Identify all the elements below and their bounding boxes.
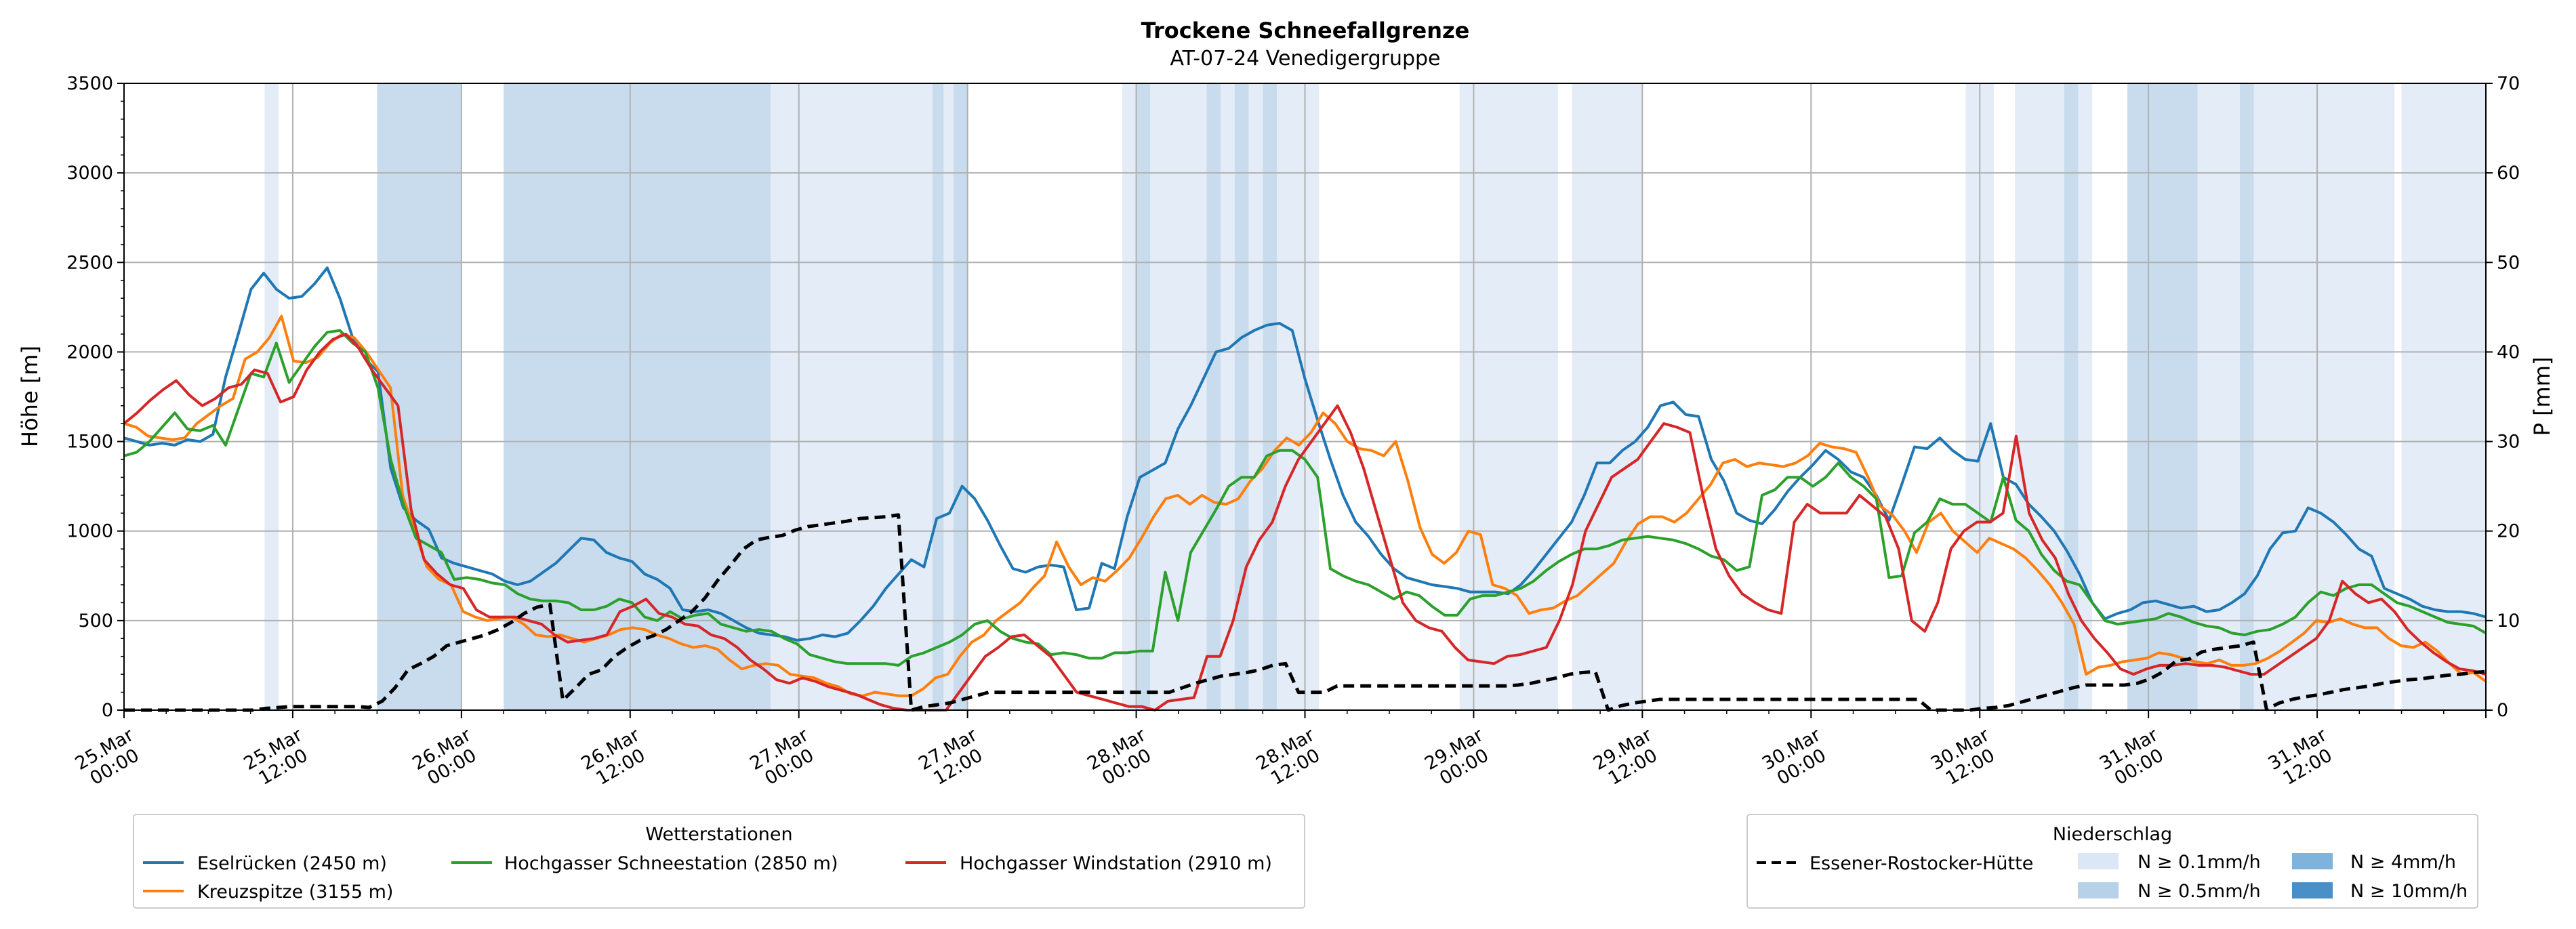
precip-band (377, 83, 462, 710)
precip-band (1459, 83, 1558, 710)
precip-band (932, 83, 944, 710)
precip-band (2015, 83, 2064, 710)
series-line-3 (123, 333, 2487, 711)
y-tick-label-right: 40 (2497, 342, 2520, 363)
precip-band (1221, 83, 1235, 710)
precip-band (2078, 83, 2093, 710)
y-tick-label-left: 1500 (66, 432, 113, 453)
series-lines (123, 266, 2487, 712)
legend-label-level2: N ≥ 0.5mm/h (2138, 881, 2261, 902)
precip-band (806, 83, 933, 710)
legend-precipitation: Niederschlag Essener-Rostocker-Hütte N ≥… (1746, 814, 2478, 909)
y-tick-label-left: 2000 (66, 342, 113, 363)
precip-band (1122, 83, 1137, 710)
y-tick-label-right: 70 (2497, 73, 2520, 94)
precip-band (2064, 83, 2079, 710)
precip-band (264, 83, 279, 710)
precip-band (2197, 83, 2240, 710)
legend-swatch-level4 (2292, 882, 2333, 899)
precip-band (1572, 83, 1643, 710)
series-line-1 (123, 314, 2487, 697)
precip-band (1136, 83, 1151, 710)
y-tick-label-right: 20 (2497, 521, 2520, 542)
y-tick-label-left: 0 (102, 700, 113, 721)
precip-band (1206, 83, 1221, 710)
legend-swatch-level1 (2078, 853, 2119, 869)
y-tick-label-right: 0 (2497, 700, 2508, 721)
y-tick-label-left: 1000 (66, 521, 113, 542)
series-line-4 (124, 513, 2487, 712)
x-tick-label: 31.Mar12:00 (2265, 724, 2342, 792)
legend-label-windstation: Hochgasser Windstation (2910 m) (960, 853, 1272, 874)
legend-stations-box (133, 814, 1305, 909)
legend-label-schneestation: Hochgasser Schneestation (2850 m) (504, 853, 838, 874)
precip-band (2401, 83, 2486, 710)
precip-band (2253, 83, 2395, 710)
y-axis-left-label: Höhe [m] (17, 346, 43, 447)
precip-band (504, 83, 771, 710)
legend-swatch-level3 (2292, 853, 2333, 869)
y-tick-label-left: 2500 (66, 252, 113, 273)
precip-band (1277, 83, 1320, 710)
y-tick-label-left: 3500 (66, 73, 113, 94)
precip-band (2239, 83, 2254, 710)
chart-subtitle: AT-07-24 Venedigergruppe (1170, 47, 1440, 70)
legend-precipitation-title: Niederschlag (2053, 824, 2172, 845)
legend-stations-title: Wetterstationen (645, 824, 792, 845)
legend-label-essener-rostocker: Essener-Rostocker-Hütte (1810, 853, 2033, 874)
precip-band (771, 83, 806, 710)
legend-swatch-level2 (2078, 882, 2119, 899)
legend-label-level4: N ≥ 10mm/h (2350, 881, 2468, 902)
y-tick-label-right: 10 (2497, 611, 2520, 632)
legend-label-level1: N ≥ 0.1mm/h (2138, 852, 2261, 873)
legend-label-eselruecken: Eselrücken (2450 m) (197, 853, 387, 874)
legend-label-kreuzspitze: Kreuzspitze (3155 m) (197, 882, 393, 903)
precip-band (1263, 83, 1277, 710)
y-tick-label-right: 60 (2497, 163, 2520, 184)
chart-title: Trockene Schneefallgrenze (1141, 18, 1470, 43)
precip-band (953, 83, 968, 710)
y-tick-label-left: 500 (78, 611, 113, 632)
precip-band (1248, 83, 1263, 710)
precip-band (943, 83, 954, 710)
y-tick-label-right: 30 (2497, 432, 2520, 453)
y-axis-right-label: P [mm] (2529, 357, 2555, 436)
y-tick-label-left: 3000 (66, 163, 113, 184)
precip-band (1234, 83, 1249, 710)
legend-label-level3: N ≥ 4mm/h (2350, 852, 2456, 873)
series-line-2 (123, 329, 2487, 667)
y-tick-label-right: 50 (2497, 252, 2520, 273)
legend-stations: Wetterstationen Eselrücken (2450 m) Kreu… (133, 814, 1305, 909)
